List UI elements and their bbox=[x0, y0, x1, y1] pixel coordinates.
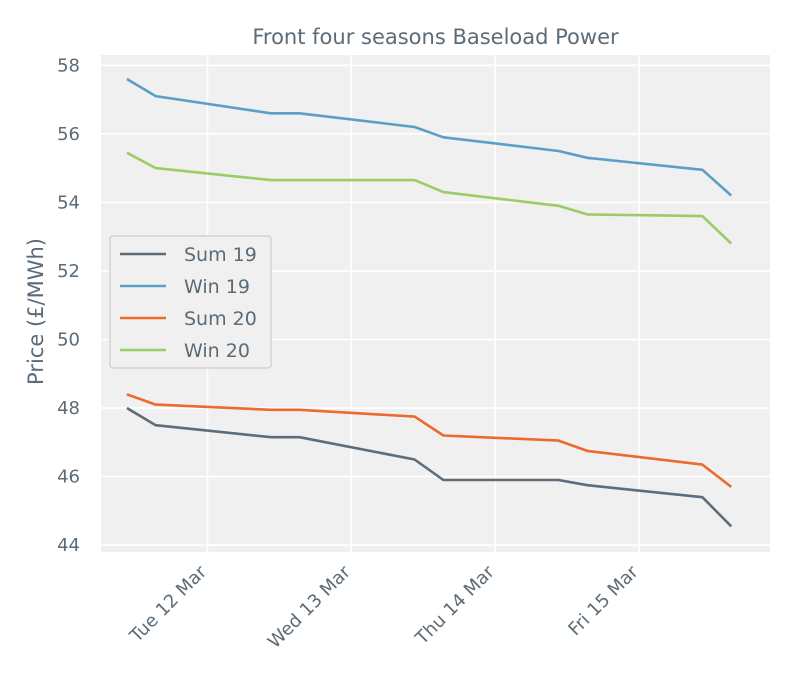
y-tick-label: 48 bbox=[57, 398, 80, 419]
x-tick-label: Thu 14 Mar bbox=[411, 561, 499, 649]
chart-title: Front four seasons Baseload Power bbox=[252, 25, 619, 49]
series-layer bbox=[126, 77, 733, 528]
y-tick-label: 56 bbox=[57, 124, 80, 145]
series-line bbox=[126, 393, 732, 488]
x-tick-label: Tue 12 Mar bbox=[125, 561, 211, 647]
series-line bbox=[126, 77, 733, 197]
y-axis-label: Price (£/MWh) bbox=[24, 238, 48, 385]
legend-box bbox=[109, 235, 272, 369]
x-axis: Tue 12 Mar Wed 13 Mar Thu 14 Mar Fri 15 Mar bbox=[125, 561, 643, 652]
series-line bbox=[126, 151, 733, 245]
legend-label: Win 19 bbox=[184, 276, 250, 298]
y-tick-label: 44 bbox=[57, 535, 80, 556]
y-axis: 44 46 48 50 52 54 56 58 bbox=[57, 55, 80, 556]
legend-label: Win 20 bbox=[184, 340, 250, 362]
legend-label: Sum 20 bbox=[184, 308, 257, 330]
y-tick-label: 52 bbox=[57, 261, 80, 282]
series-line bbox=[126, 406, 733, 528]
legend: Sum 19 Win 19 Sum 20 Win 20 bbox=[109, 235, 272, 369]
y-tick-label: 54 bbox=[57, 192, 80, 213]
y-tick-label: 50 bbox=[57, 329, 80, 350]
x-tick-label: Wed 13 Mar bbox=[264, 561, 355, 652]
legend-label: Sum 19 bbox=[184, 244, 257, 266]
x-tick-label: Fri 15 Mar bbox=[564, 561, 643, 640]
y-tick-label: 46 bbox=[57, 467, 80, 488]
y-tick-label: 58 bbox=[57, 55, 80, 76]
